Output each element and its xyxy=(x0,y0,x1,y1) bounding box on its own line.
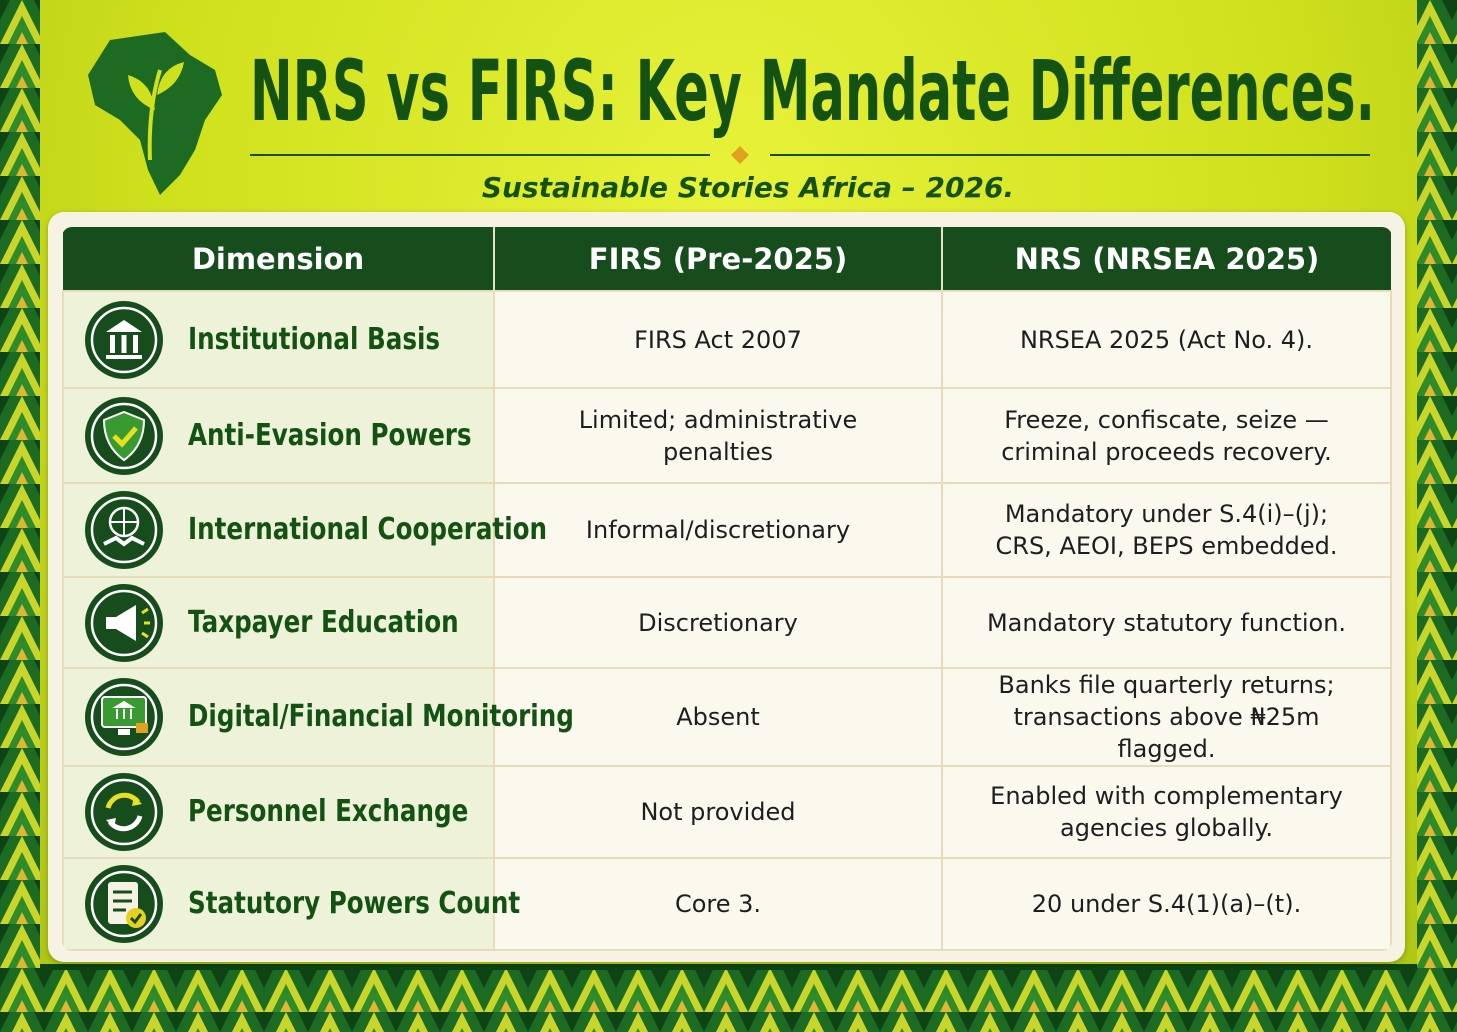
dimension-cell: Anti-Evasion Powers xyxy=(62,387,495,484)
dimension-label: Anti-Evasion Powers xyxy=(188,417,472,453)
row-icon xyxy=(85,300,163,379)
dimension-label: International Cooperation xyxy=(188,512,548,547)
table-cell: Core 3. xyxy=(493,857,943,951)
dimension-wrap: Digital/Financial Monitoring xyxy=(84,677,574,757)
dimension-wrap: Anti-Evasion Powers xyxy=(84,396,493,476)
dimension-label: Digital/Financial Monitoring xyxy=(188,699,574,734)
row-icon xyxy=(85,678,163,756)
divider-diamond xyxy=(731,146,749,164)
row-icon xyxy=(85,491,163,569)
title: NRS vs FIRS: Key Mandate Differences. xyxy=(250,42,1375,140)
table-row: Institutional Basis FIRS Act 2007 NRSEA 20… xyxy=(62,290,1392,389)
table-cell: Limited; administrative penalties xyxy=(493,387,943,484)
table-row: International Cooperation Informal/discre… xyxy=(62,482,1392,578)
row-icon xyxy=(85,865,163,943)
dimension-wrap: Personnel Exchange xyxy=(84,772,493,852)
dimension-cell: Institutional Basis xyxy=(62,290,495,389)
table-cell: Enabled with complementary agencies glob… xyxy=(941,765,1392,859)
table-cell: NRSEA 2025 (Act No. 4). xyxy=(941,290,1392,389)
dimension-label: Taxpayer Education xyxy=(188,604,459,640)
table-row: Statutory Powers Count Core 3. 20 under S.… xyxy=(62,857,1392,951)
table-cell: Mandatory under S.4(i)–(j); CRS, AEOI, B… xyxy=(941,482,1392,578)
table-cell: FIRS Act 2007 xyxy=(493,290,943,389)
subtitle: Sustainable Stories Africa – 2026. xyxy=(482,171,1014,204)
table-cell: Discretionary xyxy=(493,576,943,669)
table-cell: Not provided xyxy=(493,765,943,859)
table-cell: Mandatory statutory function. xyxy=(941,576,1392,669)
row-icon xyxy=(85,583,163,662)
dimension-wrap: Taxpayer Education xyxy=(84,583,493,663)
dimension-wrap: Institutional Basis xyxy=(84,300,493,380)
dimension-cell: Personnel Exchange xyxy=(62,765,495,859)
column-header: FIRS (Pre-2025) xyxy=(494,227,943,291)
table-cell: Freeze, confiscate, seize — criminal pro… xyxy=(941,387,1392,484)
column-header: Dimension xyxy=(63,227,495,291)
dimension-cell: Digital/Financial Monitoring xyxy=(62,667,574,767)
dimension-cell: Taxpayer Education xyxy=(62,576,495,669)
dimension-wrap: Statutory Powers Count xyxy=(84,864,520,944)
africa-logo xyxy=(88,32,222,195)
row-icon xyxy=(85,396,163,475)
table-row: Personnel Exchange Not provided Enabled wi… xyxy=(62,765,1392,859)
dimension-cell: Statutory Powers Count xyxy=(62,857,520,951)
dimension-wrap: International Cooperation xyxy=(84,490,547,570)
table-row: Anti-Evasion Powers Limited; administrati… xyxy=(62,387,1392,484)
column-header: NRS (NRSEA 2025) xyxy=(942,227,1391,291)
table-row: Digital/Financial Monitoring Absent Banks … xyxy=(62,667,1392,767)
dimension-label: Statutory Powers Count xyxy=(188,886,521,921)
table-cell: Informal/discretionary xyxy=(493,482,943,578)
table-cell: 20 under S.4(1)(a)–(t). xyxy=(941,857,1392,951)
table-cell: Absent xyxy=(493,667,943,767)
comparison-table: Dimension FIRS (Pre-2025) NRS (NRSEA 202… xyxy=(62,227,1392,951)
table-cell: Banks file quarterly returns; transactio… xyxy=(941,667,1392,767)
row-icon xyxy=(85,773,163,851)
dimension-label: Personnel Exchange xyxy=(188,794,469,829)
header-row: Dimension FIRS (Pre-2025) NRS (NRSEA 202… xyxy=(63,227,1391,291)
dimension-label: Institutional Basis xyxy=(188,321,441,357)
table-row: Taxpayer Education Discretionary Mandatory… xyxy=(62,576,1392,669)
dimension-cell: International Cooperation xyxy=(62,482,547,578)
